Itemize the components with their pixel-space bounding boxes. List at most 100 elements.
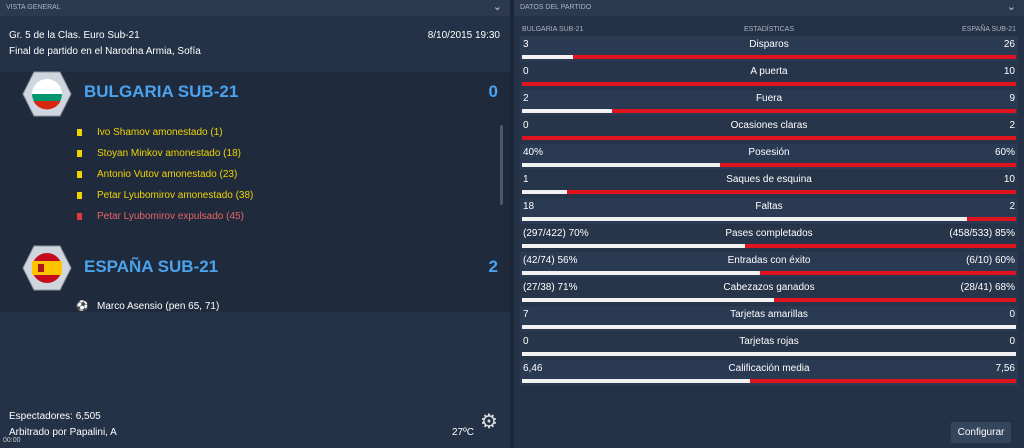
collapse[interactable]: ⌄ [1006,1,1016,13]
away-bar [760,271,1016,275]
home-value: 3 [523,39,529,50]
score: 2 [488,257,498,276]
stat-row: (297/422) 70% Pases completados (458/533) … [520,225,1018,251]
match-box [0,72,510,312]
home-value: 0 [523,120,529,131]
home-value: 7 [523,309,529,320]
stat-row: 6,46 Calificación media 7,56 [520,360,1018,386]
home-bar [522,217,967,221]
panel-title: VISTA GENERAL [6,4,61,11]
stat-row: 1 Saques de esquina 10 [520,171,1018,197]
header-bar [0,0,510,16]
stat-row: 0 Ocasiones claras 2 [520,117,1018,143]
score: 0 [488,82,498,101]
home-bar [522,190,567,194]
away-value: 10 [1003,174,1015,185]
away-value: 60% [994,147,1015,158]
away-bar [719,163,1016,167]
stat-row: 0 A puerta 10 [520,63,1018,89]
stat-label: Tarjetas amarillas [730,309,808,320]
scrollbar[interactable] [500,125,503,205]
away-bar [522,136,1016,140]
header-bar [514,0,1024,16]
weather-icon: ⚙ [480,411,498,433]
home-bar [522,271,761,275]
home-value: (27/38) 71% [523,282,578,293]
attendance: Espectadores: 6,505 [9,411,101,422]
away-bar [566,190,1016,194]
collapse[interactable]: ⌄ [492,1,502,13]
event: Ivo Shamov amonestado (1) [97,127,223,138]
temperature: 27ºC [452,427,474,438]
stat-row: 0 Tarjetas rojas 0 [520,333,1018,359]
card-icon [77,192,82,199]
home-value: 6,46 [523,363,543,374]
stat-label: Posesión [748,147,790,158]
card-icon [77,150,82,157]
stat-row: 7 Tarjetas amarillas 0 [520,306,1018,332]
stat-row: (42/74) 56% Entradas con éxito (6/10) 60% [520,252,1018,278]
event: Marco Asensio (pen 65, 71) [97,301,220,312]
away-bar [966,217,1016,221]
home-value: 0 [523,336,529,347]
card-icon [77,171,82,178]
away-value: 2 [1009,201,1015,212]
stat-label: Entradas con éxito [727,255,811,266]
event: Stoyan Minkov amonestado (18) [97,148,241,159]
stat-label: A puerta [750,66,788,77]
stat-label: Ocasiones claras [730,120,808,131]
home-value: 40% [523,147,544,158]
stat-label: Tarjetas rojas [739,336,799,347]
stat-row: (27/38) 71% Cabezazos ganados (28/41) 68% [520,279,1018,305]
configure-button[interactable]: Configurar [951,422,1011,443]
date: 8/10/2015 19:30 [427,30,500,41]
away-value: 10 [1003,66,1015,77]
card-icon [77,129,82,136]
card-icon [77,213,82,220]
away-bar [573,55,1016,59]
away-value: 26 [1003,39,1015,50]
away-bar [745,244,1016,248]
away-value: 2 [1009,120,1015,131]
badge [22,245,72,291]
away-value: 0 [1009,336,1015,347]
home-bar [522,163,720,167]
stat-row: 3 Disparos 26 [520,36,1018,62]
away-value: (458/533) 85% [949,228,1015,239]
home-value: (297/422) 70% [523,228,589,239]
goal-icon: ⚽ [76,301,89,312]
stat-row: 18 Faltas 2 [520,198,1018,224]
event: Antonio Vutov amonestado (23) [97,169,238,180]
stats-panel: DATOS DEL PARTIDO ⌄ BULGARIA SUB-21 ESTA… [514,0,1024,448]
away-value: 7,56 [995,363,1015,374]
stat-label: Calificación media [728,363,810,374]
panel-title: DATOS DEL PARTIDO [520,4,592,11]
away-bar [611,109,1016,113]
home-bar [522,352,1016,356]
home-value: 2 [523,93,529,104]
home-heading: BULGARIA SUB-21 [522,26,584,33]
stats-heading: ESTADÍSTICAS [743,26,795,33]
away-bar [774,298,1016,302]
venue: Final de partido en el Narodna Armia, So… [9,46,201,57]
home-bar [522,379,750,383]
stat-row: 40% Posesión 60% [520,144,1018,170]
away-bar [749,379,1016,383]
home-value: 0 [523,66,529,77]
clock: 00:00 [3,437,21,444]
stat-row: 2 Fuera 9 [520,90,1018,116]
home-value: 1 [523,174,529,185]
away-heading: ESPAÑA SUB-21 [962,26,1016,33]
stat-label: Cabezazos ganados [723,282,815,293]
away-value: 0 [1009,309,1015,320]
away-value: 9 [1009,93,1015,104]
away-bar [522,82,1016,86]
home-bar [522,244,746,248]
stat-label: Disparos [749,39,789,50]
competition: Gr. 5 de la Clas. Euro Sub-21 [9,30,140,41]
stat-label: Saques de esquina [726,174,812,185]
stat-label: Faltas [755,201,783,212]
home-bar [522,109,612,113]
home-value: (42/74) 56% [523,255,578,266]
